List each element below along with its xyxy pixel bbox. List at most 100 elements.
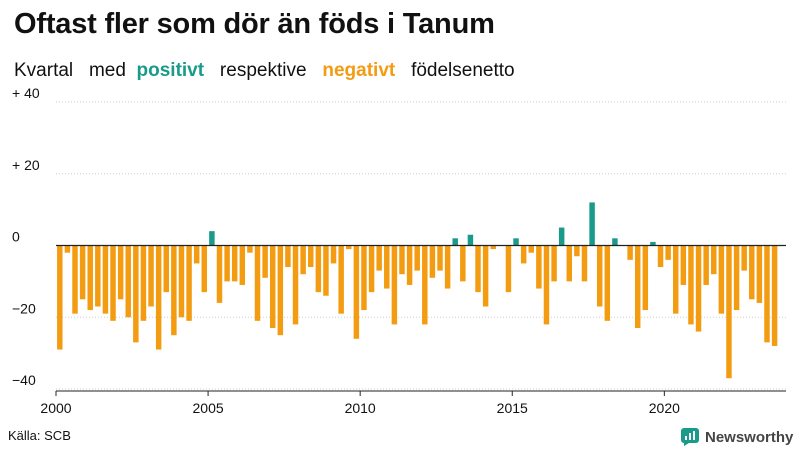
bar-negative bbox=[346, 245, 352, 250]
bar-negative bbox=[475, 245, 481, 293]
bar-positive bbox=[589, 202, 595, 246]
bar-positive bbox=[513, 238, 519, 246]
bar-negative bbox=[642, 245, 649, 311]
bar-negative bbox=[726, 245, 732, 379]
bar-negative bbox=[323, 245, 329, 296]
bar-negative bbox=[482, 245, 489, 307]
y-tick-label: + 20 bbox=[12, 157, 40, 173]
bar-negative bbox=[201, 245, 208, 293]
bar-negative bbox=[695, 245, 702, 332]
bar-negative bbox=[718, 245, 725, 314]
bar-negative bbox=[581, 245, 588, 282]
bar-negative bbox=[505, 245, 512, 293]
x-tick-label: 2015 bbox=[497, 400, 528, 416]
bar-negative bbox=[186, 245, 192, 321]
bar-negative bbox=[247, 245, 253, 253]
bar-negative bbox=[384, 245, 390, 289]
bar-negative bbox=[269, 245, 276, 329]
bar-negative bbox=[224, 245, 230, 282]
x-tick-label: 2020 bbox=[649, 400, 680, 416]
bar-positive bbox=[467, 234, 474, 246]
bar-negative bbox=[72, 245, 78, 314]
bar-negative bbox=[285, 245, 291, 268]
y-tick-label: −40 bbox=[12, 372, 36, 388]
bar-negative bbox=[110, 245, 116, 321]
bar-negative bbox=[634, 245, 641, 329]
subtitle-text-4: födelsenetto bbox=[411, 60, 515, 81]
bar-negative bbox=[95, 245, 101, 307]
y-tick-label: + 40 bbox=[12, 85, 40, 101]
bar-negative bbox=[703, 245, 709, 285]
bar-positive bbox=[650, 241, 656, 246]
bar-negative bbox=[193, 245, 200, 264]
bar-negative bbox=[749, 245, 755, 300]
bar-negative bbox=[87, 245, 93, 311]
bar-negative bbox=[604, 245, 611, 321]
bar-negative bbox=[741, 245, 747, 271]
x-tick-label: 2005 bbox=[193, 400, 224, 416]
bar-negative bbox=[239, 245, 246, 285]
bar-negative bbox=[376, 245, 382, 271]
subtitle-text-2: med bbox=[88, 60, 126, 81]
bar-negative bbox=[551, 245, 557, 282]
brand-name: Newsworthy bbox=[705, 428, 794, 446]
bar-negative bbox=[566, 245, 573, 282]
bars bbox=[57, 202, 778, 379]
bar-negative bbox=[399, 245, 405, 275]
bar-positive bbox=[612, 238, 618, 246]
bar-negative bbox=[140, 245, 147, 321]
bar-negative bbox=[733, 245, 740, 311]
bar-negative bbox=[391, 245, 398, 325]
bar-negative bbox=[756, 245, 763, 303]
bar-negative bbox=[688, 245, 694, 325]
bar-negative bbox=[254, 245, 261, 321]
bar-negative bbox=[543, 245, 550, 325]
bar-negative bbox=[764, 245, 770, 343]
bar-negative bbox=[308, 245, 314, 268]
bar-negative bbox=[574, 245, 580, 257]
bar-negative bbox=[262, 245, 268, 278]
bar-negative bbox=[315, 245, 322, 293]
bar-negative bbox=[627, 245, 633, 260]
bar-negative bbox=[330, 245, 337, 264]
bar-negative bbox=[338, 245, 344, 314]
bar-negative bbox=[665, 245, 671, 260]
bar-negative bbox=[79, 245, 86, 300]
source-note: Källa: SCB bbox=[8, 428, 71, 443]
bar-negative bbox=[406, 245, 413, 285]
bar-negative bbox=[155, 245, 162, 350]
bar-negative bbox=[163, 245, 169, 293]
bar-negative bbox=[490, 245, 496, 250]
bar-negative bbox=[460, 245, 466, 282]
brand-logo: Newsworthy bbox=[681, 426, 793, 448]
bar-negative bbox=[361, 245, 367, 311]
bar-positive bbox=[452, 238, 458, 246]
bar-negative bbox=[771, 245, 778, 346]
bar-negative bbox=[292, 245, 299, 325]
bar-negative bbox=[117, 245, 124, 300]
bar-negative bbox=[414, 245, 420, 271]
bar-negative bbox=[422, 245, 428, 325]
bar-negative bbox=[57, 245, 63, 350]
bar-negative bbox=[528, 245, 534, 253]
bar-positive bbox=[209, 231, 215, 246]
bar-negative bbox=[711, 245, 717, 275]
bar-negative bbox=[353, 245, 360, 339]
bar-negative bbox=[102, 245, 109, 314]
bar-negative bbox=[216, 245, 223, 303]
bar-negative bbox=[680, 245, 687, 285]
bar-negative bbox=[596, 245, 603, 307]
bar-negative bbox=[437, 245, 443, 271]
y-tick-label: 0 bbox=[12, 229, 20, 245]
bar-negative bbox=[657, 245, 664, 268]
x-tick-label: 2000 bbox=[40, 400, 71, 416]
bar-negative bbox=[125, 245, 131, 318]
bar-negative bbox=[673, 245, 679, 314]
bar-negative bbox=[520, 245, 527, 264]
x-tick-label: 2010 bbox=[345, 400, 376, 416]
bar-negative bbox=[231, 245, 238, 282]
bar-negative bbox=[444, 245, 451, 289]
subtitle-text-3: respektive bbox=[219, 60, 307, 81]
